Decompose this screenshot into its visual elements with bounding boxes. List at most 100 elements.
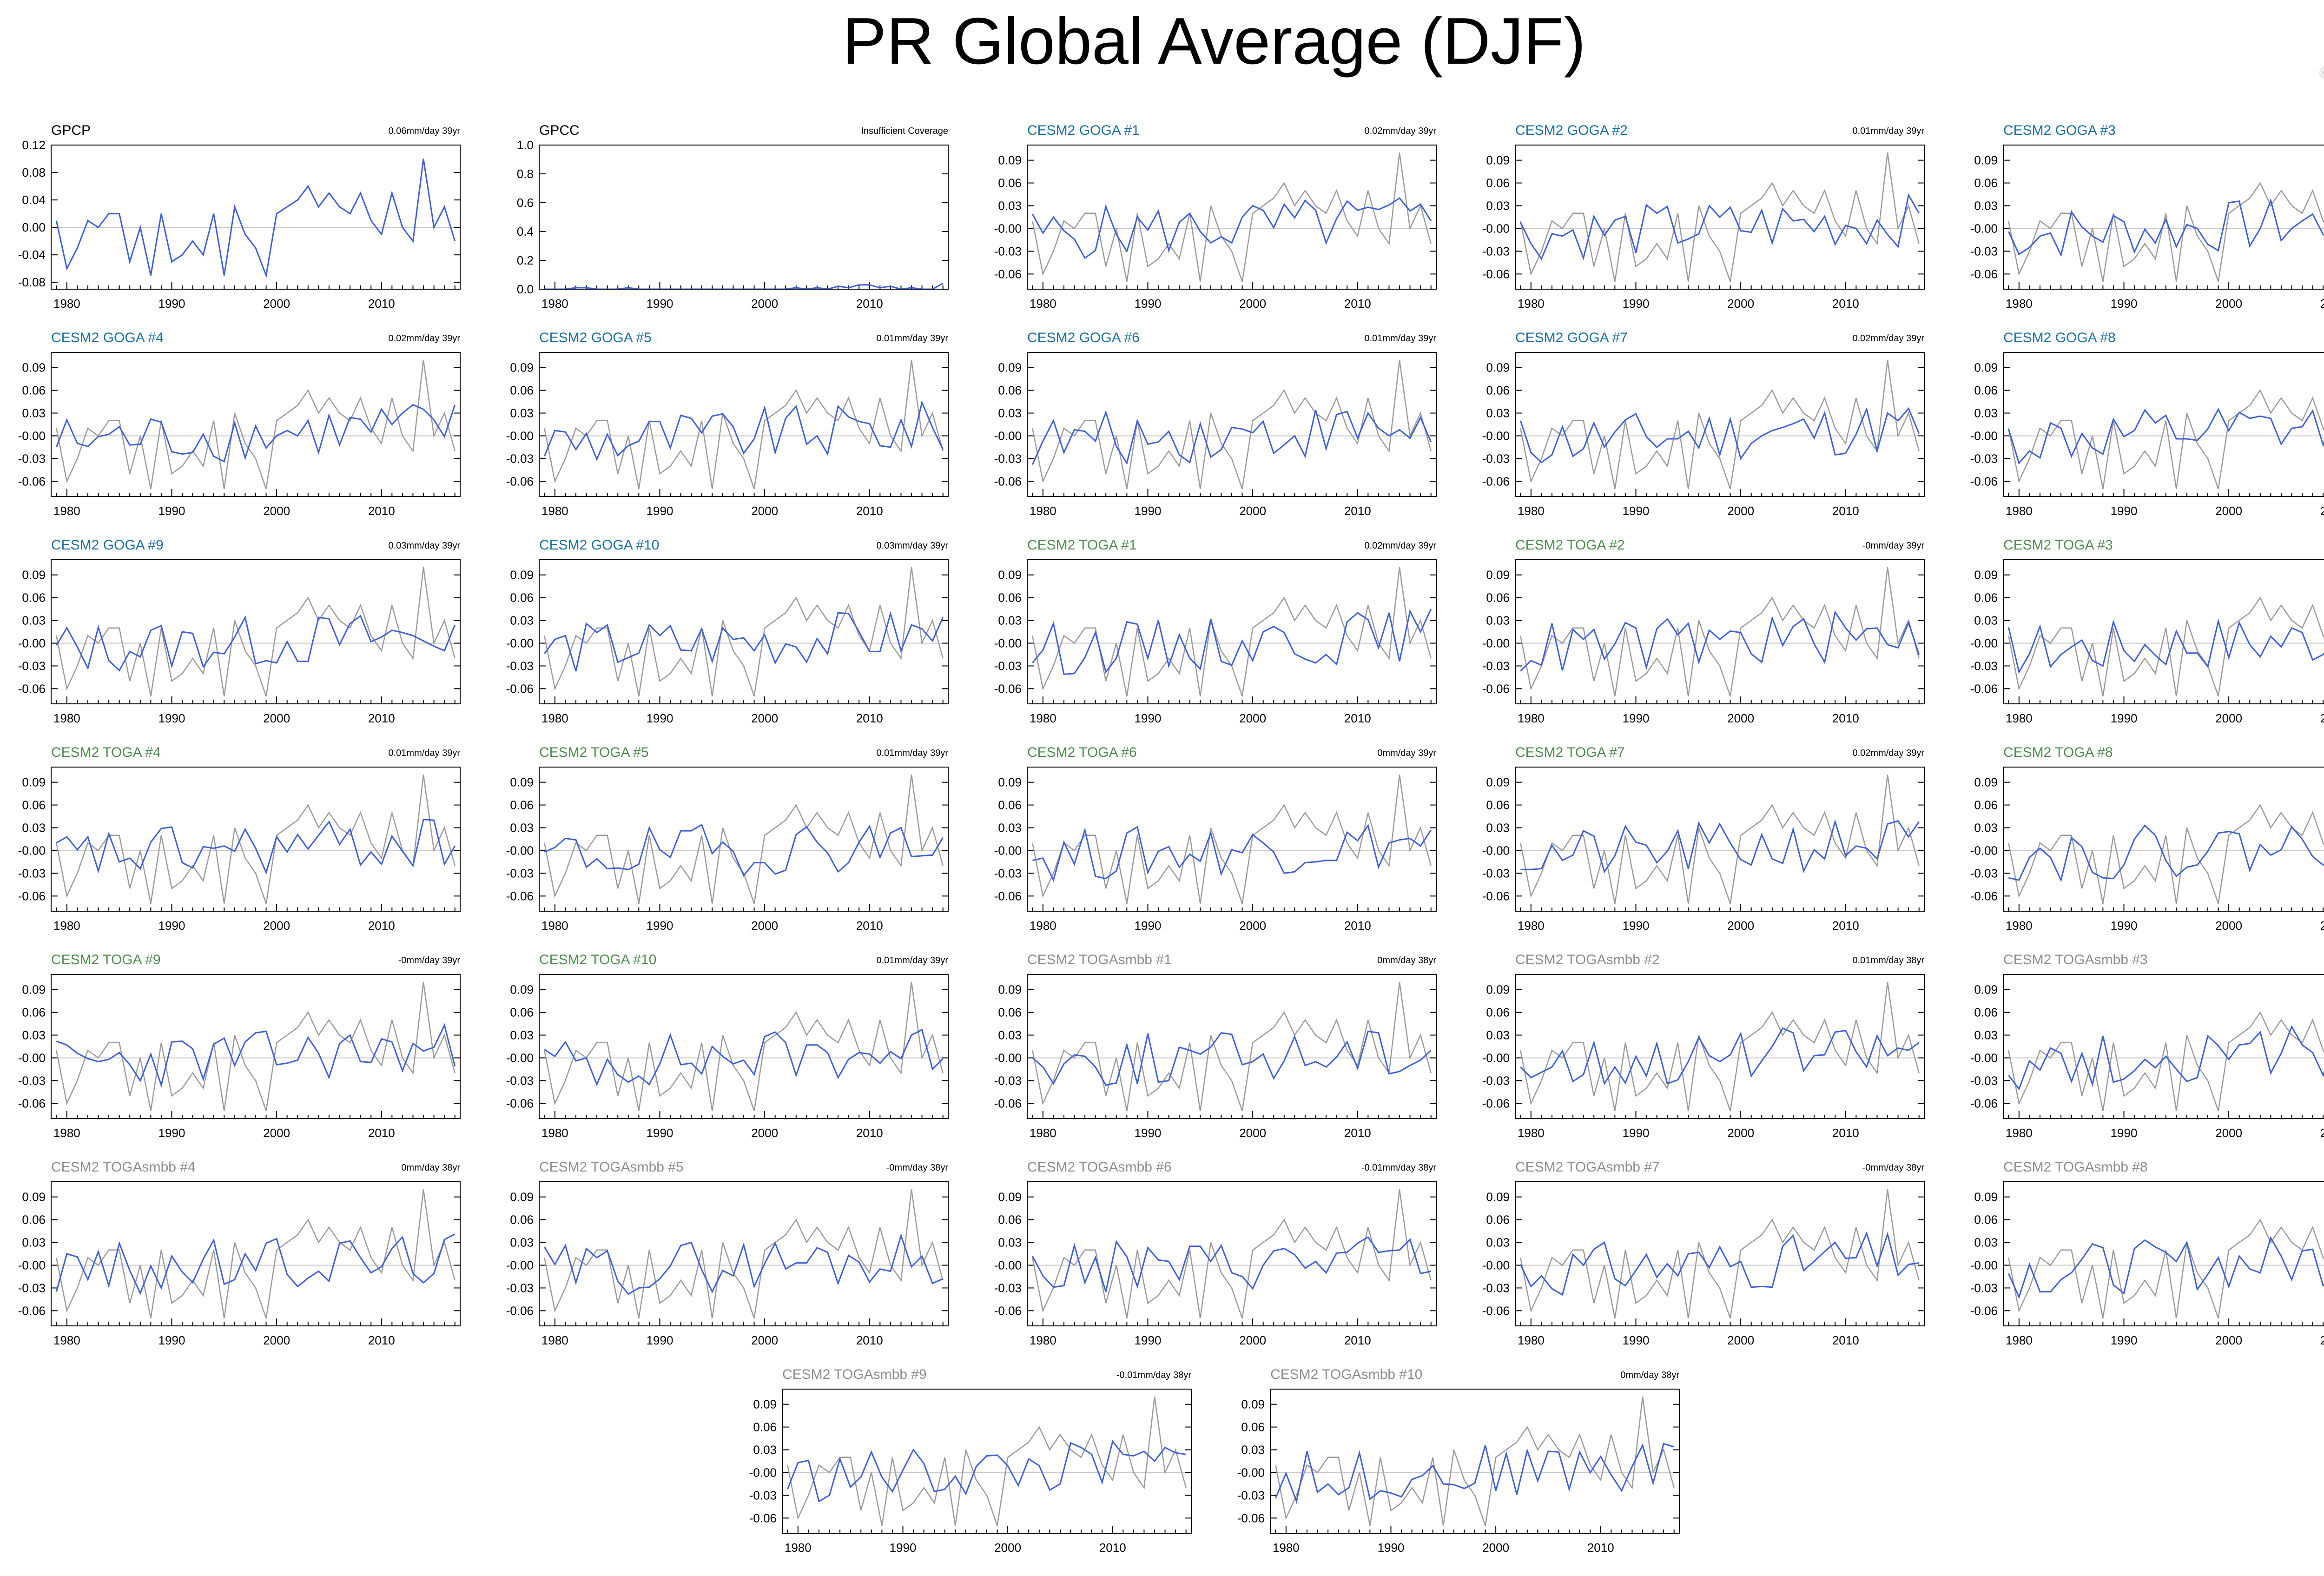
- x-tick-label: 2000: [751, 919, 778, 933]
- x-tick-label: 2000: [2215, 504, 2242, 518]
- x-tick-label: 2000: [751, 504, 778, 518]
- x-tick-label: 2010: [2320, 1126, 2324, 1140]
- y-tick-label: 0.8: [517, 167, 534, 181]
- x-tick-label: 1980: [1030, 1333, 1056, 1347]
- y-tick-label: -0.06: [1482, 682, 1510, 695]
- reference-line: [56, 982, 456, 1112]
- x-tick-label: 2000: [1239, 711, 1266, 725]
- y-tick-label: 0.06: [510, 798, 534, 812]
- y-tick-label: 0.09: [998, 361, 1022, 375]
- x-tick-label: 2000: [994, 1541, 1021, 1555]
- y-tick-label: -0.00: [1970, 221, 1998, 235]
- y-tick-label: 0.03: [510, 1028, 534, 1042]
- reference-line: [1520, 152, 1920, 282]
- model-line: [1274, 1443, 1675, 1504]
- x-tick-label: 1980: [785, 1541, 812, 1555]
- chart-panel: CESM2 TOGA #1 0.02mm/day 39yr 0.09 0.06 0.03…: [994, 537, 1437, 725]
- x-tick-label: 2010: [1344, 504, 1371, 518]
- y-tick-label: -0.00: [994, 1258, 1022, 1272]
- y-tick-label: -0.06: [994, 1304, 1022, 1318]
- model-line: [786, 1440, 1186, 1503]
- y-tick-label: -0.03: [1482, 451, 1510, 465]
- x-tick-label: 1990: [647, 1126, 673, 1140]
- y-tick-label: 0.03: [1486, 199, 1510, 213]
- y-tick-label: 0.03: [22, 406, 46, 420]
- x-tick-label: 1990: [2111, 1333, 2138, 1347]
- panel-title: CESM2 GOGA #5: [539, 330, 652, 345]
- reference-line: [1032, 567, 1432, 697]
- y-tick-label: -0.06: [1970, 1304, 1998, 1318]
- x-tick-label: 1980: [2006, 711, 2033, 725]
- y-tick-label: -0.03: [1970, 659, 1998, 673]
- y-tick-label: -0.00: [1970, 429, 1998, 443]
- y-tick-label: -0.06: [18, 682, 46, 695]
- y-tick-label: 0.06: [22, 384, 46, 397]
- chart-panel: CESM2 TOGAsmbb #5 -0mm/day 38yr 0.09 0.06 0.…: [506, 1159, 949, 1347]
- x-tick-label: 2000: [1239, 297, 1266, 311]
- reference-line: [1520, 982, 1920, 1112]
- chart-panel: CESM2 TOGAsmbb #2 0.01mm/day 38yr 0.09 0.06…: [1482, 952, 1925, 1140]
- model-line: [56, 1023, 456, 1088]
- panel-title: CESM2 TOGA #5: [539, 745, 649, 760]
- chart-panel: CESM2 GOGA #4 0.02mm/day 39yr 0.09 0.06 0.03…: [18, 330, 461, 518]
- chart-panel: CESM2 TOGAsmbb #9 -0.01mm/day 38yr 0.09 0.0…: [749, 1367, 1192, 1555]
- y-tick-label: -0.00: [1970, 636, 1998, 650]
- reference-line: [2008, 596, 2324, 697]
- chart-panel: CESM2 TOGA #2 -0mm/day 39yr 0.09 0.06 0.03 -0…: [1482, 537, 1925, 725]
- y-tick-label: -0.00: [1482, 636, 1510, 650]
- x-tick-label: 2010: [1344, 711, 1371, 725]
- model-line: [543, 400, 944, 462]
- y-tick-label: 0.03: [1974, 199, 1998, 213]
- y-tick-label: 0.09: [1486, 361, 1510, 375]
- y-tick-label: -0.03: [1482, 244, 1510, 258]
- y-tick-label: -0.03: [1970, 1073, 1998, 1087]
- x-tick-label: 1980: [53, 711, 80, 725]
- y-tick-label: -0.03: [506, 1073, 534, 1087]
- y-tick-label: 1.0: [517, 138, 534, 152]
- x-tick-label: 2010: [856, 504, 883, 518]
- x-tick-label: 1990: [158, 1126, 185, 1140]
- model-line: [56, 615, 456, 672]
- reference-line: [1032, 152, 1432, 282]
- model-line: [56, 819, 456, 875]
- y-tick-label: -0.00: [506, 1051, 534, 1065]
- y-tick-label: -0.06: [749, 1511, 777, 1525]
- trend-label: 0.03mm/day 39yr: [876, 541, 948, 551]
- plot-frame: [2003, 1181, 2324, 1326]
- plot-frame: [2003, 352, 2324, 497]
- x-tick-label: 2010: [1832, 1126, 1859, 1140]
- panel-title: CESM2 TOGAsmbb #9: [782, 1367, 927, 1382]
- x-tick-label: 1990: [1135, 1126, 1162, 1140]
- panel-title: CESM2 TOGAsmbb #10: [1270, 1367, 1422, 1382]
- y-tick-label: -0.06: [994, 1096, 1022, 1110]
- model-line: [544, 1233, 944, 1295]
- trend-label: 0.02mm/day 39yr: [388, 333, 460, 344]
- x-tick-label: 2000: [263, 1126, 290, 1140]
- panel-title: CESM2 TOGA #9: [51, 952, 161, 967]
- x-tick-label: 2000: [2215, 1333, 2242, 1347]
- trend-label: 0.03mm/day 39yr: [388, 541, 460, 551]
- reference-line: [544, 775, 944, 904]
- y-tick-label: 0.03: [510, 614, 534, 628]
- chart-panel: GPCP 0.06mm/day 39yr 0.12 0.08 0.04 0.00 -0.04…: [18, 123, 461, 311]
- trend-label: 0.02mm/day 39yr: [1364, 126, 1436, 136]
- chart-panel: CESM2 TOGAsmbb #80.02mm/day 38yr0.090.06…: [1970, 1159, 2324, 1347]
- x-tick-label: 2010: [1832, 504, 1859, 518]
- y-tick-label: 0.03: [1974, 614, 1998, 628]
- y-tick-label: 0.06: [22, 1213, 46, 1227]
- y-tick-label: 0.08: [22, 166, 46, 179]
- y-tick-label: 0.09: [998, 153, 1022, 167]
- model-line: [2008, 1025, 2324, 1091]
- reference-line: [2008, 389, 2324, 490]
- trend-label: -0.01mm/day 38yr: [1116, 1370, 1192, 1380]
- x-tick-label: 1990: [2111, 1126, 2138, 1140]
- y-tick-label: -0.06: [994, 267, 1022, 281]
- x-tick-label: 1990: [647, 504, 673, 518]
- y-tick-label: 0.09: [1974, 983, 1998, 997]
- y-tick-label: 0.03: [22, 821, 46, 835]
- x-tick-label: 1980: [1518, 1126, 1545, 1140]
- plot-frame: [2003, 145, 2324, 290]
- chart-panel: CESM2 TOGA #80.01mm/day 39yr0.090.060.03…: [1970, 745, 2324, 933]
- y-tick-label: 0.12: [22, 138, 46, 152]
- x-tick-label: 1980: [53, 1333, 80, 1347]
